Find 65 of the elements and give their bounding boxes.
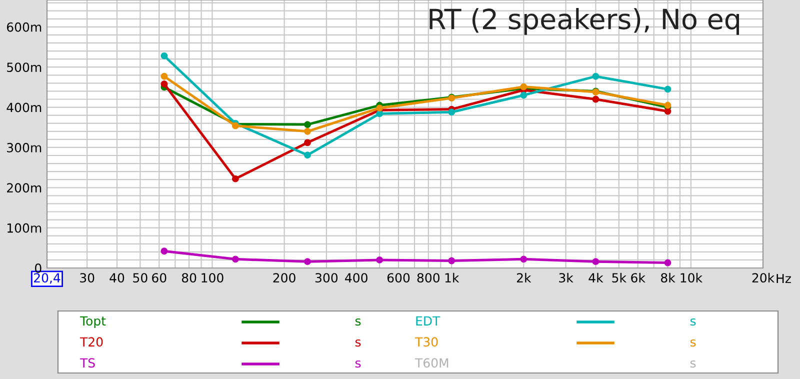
x-tick-label: 30 — [80, 273, 94, 283]
x-tick-label: 300 — [315, 273, 338, 283]
x-axis-title: Hz — [776, 274, 791, 284]
point — [664, 108, 672, 115]
x-tick-label: 80 — [182, 273, 196, 283]
point — [520, 256, 528, 263]
x-tick-label: 10k — [680, 272, 702, 283]
point — [448, 257, 456, 264]
y-tick-label: 600m — [6, 22, 42, 32]
point — [592, 72, 600, 80]
text: s — [355, 318, 361, 326]
x-tick-label: 100 — [202, 273, 224, 283]
point — [664, 86, 672, 93]
x-tick-label: 4k — [588, 272, 604, 282]
text: s — [690, 339, 696, 347]
x-tick-label: 8k — [661, 272, 676, 283]
x-tick-label: 600 — [387, 273, 410, 283]
text: s — [355, 360, 361, 368]
x-tick-label: 6k — [631, 272, 646, 283]
x-tick-label: 20k — [752, 272, 775, 283]
chart-title: RT (2 speakers), No eq — [430, 8, 739, 35]
point — [160, 52, 168, 60]
point — [304, 152, 311, 159]
point — [664, 259, 672, 266]
point — [232, 256, 239, 263]
point — [160, 72, 168, 80]
point — [592, 258, 600, 266]
point — [160, 248, 168, 255]
y-tick-label: 500m — [7, 62, 42, 72]
x-tick-label: 800 — [417, 273, 440, 283]
y-tick-label: 200m — [7, 183, 42, 193]
x-tick-label: 20,4 — [34, 273, 60, 284]
text: s — [355, 339, 361, 347]
point — [520, 92, 528, 99]
legend-label: T60M — [414, 358, 448, 368]
point — [376, 256, 384, 264]
point — [304, 121, 311, 128]
x-tick-label: 400 — [345, 273, 368, 283]
point — [160, 80, 168, 88]
x-tick-label: 200 — [273, 273, 296, 283]
point — [304, 258, 311, 266]
x-tick-label: 5k — [612, 272, 626, 283]
x-tick-label: 50 — [133, 273, 148, 283]
text: s — [690, 318, 696, 326]
text: s — [690, 360, 696, 368]
x-tick-label: 1k — [445, 272, 460, 282]
point — [304, 128, 311, 135]
x-tick-label: 60 — [152, 273, 166, 283]
text: T30 — [414, 337, 438, 347]
point — [232, 175, 239, 182]
x-tick-label: 2k — [516, 272, 532, 282]
y-tick-label: 0 — [35, 263, 42, 273]
text: EDT — [416, 316, 440, 326]
point — [592, 96, 600, 103]
point — [448, 108, 456, 116]
x-tick-label: 3k — [559, 272, 574, 283]
y-tick-label: 300m — [7, 142, 42, 152]
text: T20 — [80, 337, 103, 347]
y-tick-label: 100m — [7, 223, 42, 233]
y-tick-label: 400m — [6, 102, 42, 112]
point — [376, 110, 384, 118]
text: Topt — [80, 316, 106, 328]
point — [304, 139, 311, 146]
x-tick-label: 40 — [110, 273, 124, 283]
text: TS — [80, 358, 95, 368]
